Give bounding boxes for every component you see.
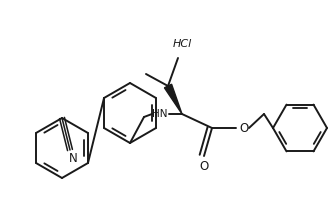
Text: HCl: HCl	[172, 39, 191, 49]
Polygon shape	[164, 84, 182, 114]
Text: O: O	[240, 121, 249, 135]
Text: HN: HN	[152, 109, 168, 119]
Text: N: N	[69, 152, 77, 165]
Text: O: O	[199, 160, 209, 172]
